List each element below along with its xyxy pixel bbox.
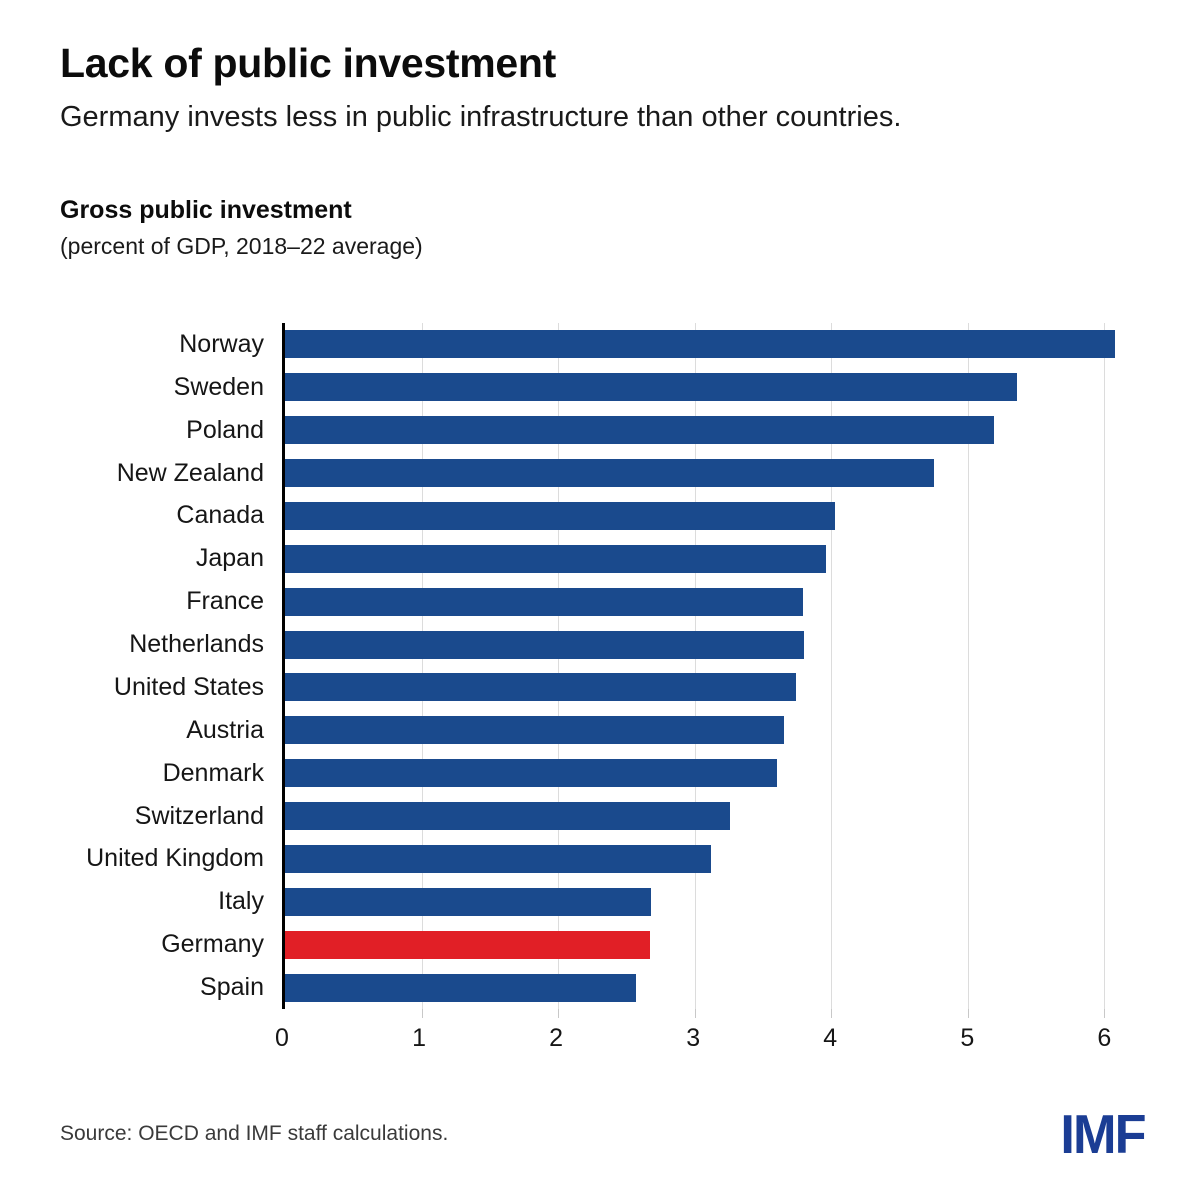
category-label: Italy	[218, 887, 264, 916]
x-tick-label: 0	[275, 1024, 289, 1052]
bar-row	[285, 580, 1140, 623]
category-label: Poland	[186, 415, 264, 444]
bar-row	[285, 880, 1140, 923]
category-label: United Kingdom	[86, 844, 264, 873]
bar	[285, 587, 803, 616]
bar-row	[285, 838, 1140, 881]
x-tick-mark	[421, 1009, 423, 1018]
gridline	[967, 323, 969, 1009]
x-tick-label: 4	[823, 1024, 838, 1052]
category-label: France	[186, 587, 264, 616]
bar-row	[285, 666, 1140, 709]
bar	[285, 373, 1018, 402]
bar-highlighted	[285, 930, 650, 959]
x-tick-label: 2	[549, 1024, 564, 1052]
category-label: Canada	[176, 501, 264, 530]
category-label: Austria	[186, 715, 264, 744]
bar	[285, 330, 1116, 359]
category-label: Sweden	[173, 372, 264, 401]
x-tick-label: 6	[1097, 1024, 1112, 1052]
x-tick-mark	[694, 1009, 696, 1018]
bar	[285, 459, 934, 488]
bar-row	[285, 409, 1140, 452]
bar-row	[285, 452, 1140, 495]
gridline	[694, 323, 696, 1009]
bar	[285, 759, 777, 788]
bar-row	[285, 966, 1140, 1009]
bar	[285, 544, 826, 573]
bar	[285, 887, 652, 916]
bar	[285, 844, 712, 873]
category-label: Switzerland	[134, 801, 264, 830]
category-label: Japan	[195, 544, 264, 573]
category-label: New Zealand	[116, 458, 264, 487]
bar-row	[285, 495, 1140, 538]
category-label: Netherlands	[129, 630, 264, 659]
bar	[285, 630, 804, 659]
category-label: Spain	[200, 973, 264, 1002]
gridline	[558, 323, 560, 1009]
page-title: Lack of public investment	[60, 40, 556, 86]
x-tick-label: 5	[960, 1024, 975, 1052]
bar-row	[285, 795, 1140, 838]
page-subtitle: Germany invests less in public infrastru…	[60, 101, 902, 133]
bar-row	[285, 366, 1140, 409]
chart-heading: Gross public investment	[60, 196, 352, 224]
category-label: Germany	[161, 930, 264, 959]
bar	[285, 973, 636, 1002]
category-label: Denmark	[162, 758, 264, 787]
bar-row	[285, 623, 1140, 666]
bar	[285, 716, 784, 745]
x-tick-mark	[1104, 1009, 1106, 1018]
x-tick-label: 3	[686, 1024, 701, 1052]
x-tick-mark	[558, 1009, 560, 1018]
plot-area	[282, 323, 1140, 1018]
category-label: Norway	[179, 329, 264, 358]
category-label: United States	[113, 672, 264, 701]
chart-subheading: (percent of GDP, 2018–22 average)	[60, 233, 423, 259]
bar-row	[285, 709, 1140, 752]
x-tick-mark	[831, 1009, 833, 1018]
category-labels-column: Norway Sweden Poland New Zealand Canada Japan…	[0, 323, 264, 1009]
gridline	[421, 323, 423, 1009]
gridline	[1104, 323, 1106, 1009]
bar-row	[285, 752, 1140, 795]
bar-row	[285, 923, 1140, 966]
bar	[285, 802, 731, 831]
bar	[285, 673, 796, 702]
bar-row	[285, 537, 1140, 580]
x-tick-mark	[967, 1009, 969, 1018]
x-axis-tick-labels: 0 1 2 3 4 5 6	[275, 1024, 1140, 1064]
source-note: Source: OECD and IMF staff calculations.	[60, 1122, 449, 1145]
bar	[285, 501, 836, 530]
x-tick-label: 1	[412, 1024, 426, 1052]
bar	[285, 416, 994, 445]
bar-rows-container	[285, 323, 1140, 1009]
imf-logo: IMF	[1060, 1103, 1147, 1165]
bar-row	[285, 323, 1140, 366]
gridline	[831, 323, 833, 1009]
